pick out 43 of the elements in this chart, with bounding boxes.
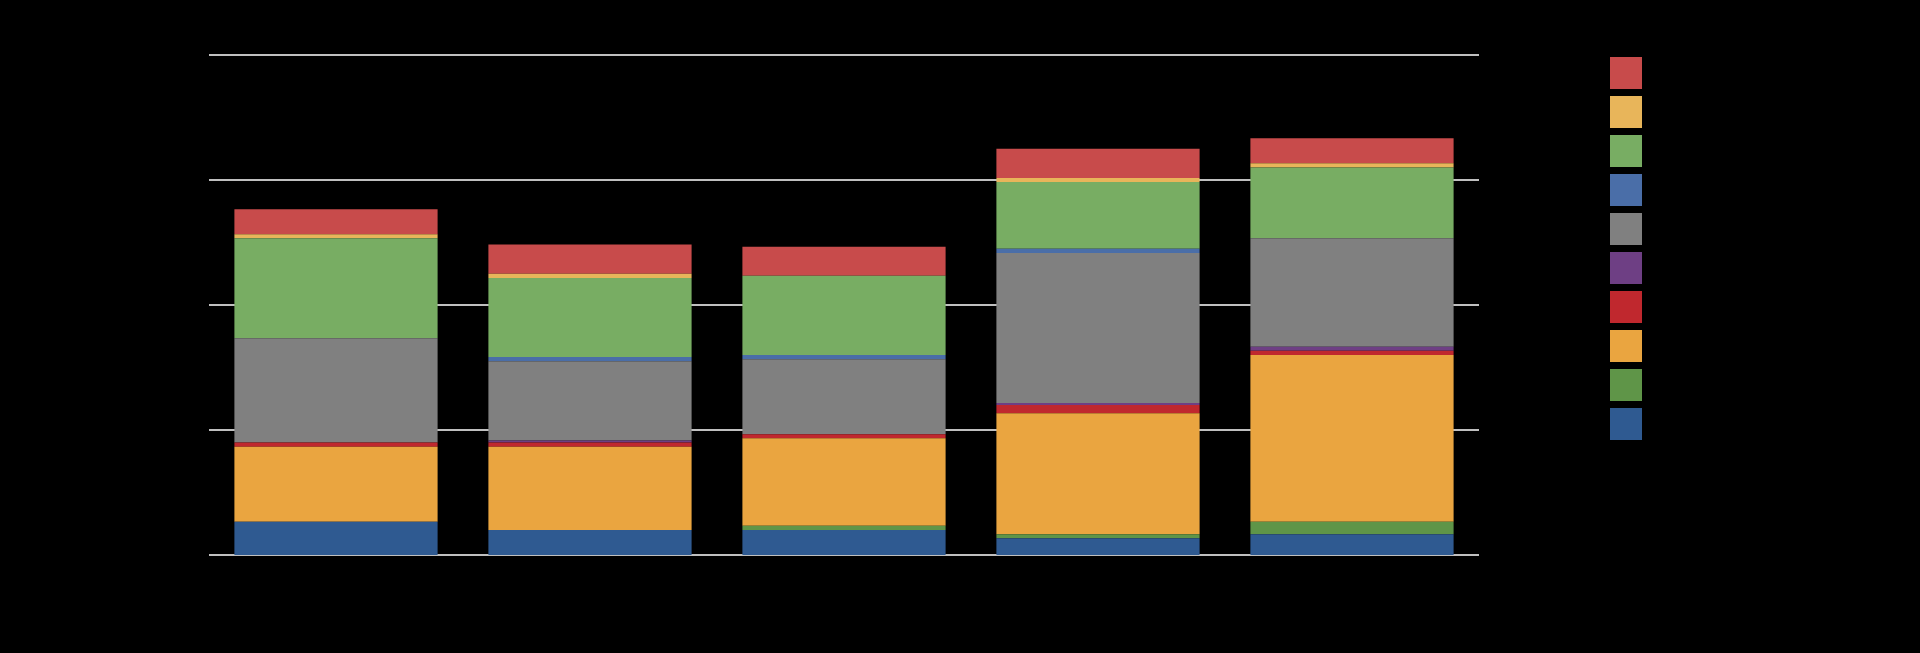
bar: [996, 402, 1200, 405]
bar: [488, 442, 692, 447]
bar: [234, 234, 438, 239]
bar: [1250, 346, 1454, 351]
bar: [742, 438, 946, 526]
bar: [234, 521, 438, 555]
bar: [488, 361, 692, 441]
bar: [488, 446, 692, 530]
bar: [1250, 355, 1454, 522]
bar: [488, 244, 692, 274]
bar: [1250, 238, 1454, 347]
bar: [996, 538, 1200, 555]
bar: [488, 277, 692, 358]
bar: [1250, 163, 1454, 168]
bar: [234, 446, 438, 522]
bar: [234, 442, 438, 447]
bar: [234, 338, 438, 443]
bar: [996, 148, 1200, 178]
bar: [1250, 350, 1454, 355]
bar: [742, 525, 946, 530]
bar: [742, 246, 946, 276]
bar: [488, 273, 692, 278]
bar: [996, 534, 1200, 539]
bar: [996, 177, 1200, 183]
bar: [1250, 167, 1454, 239]
bar: [996, 405, 1200, 414]
bar: [996, 182, 1200, 249]
bar: [488, 440, 692, 443]
bar: [742, 434, 946, 439]
bar: [234, 238, 438, 339]
bar: [234, 209, 438, 235]
bar: [742, 275, 946, 355]
bar: [488, 357, 692, 362]
bar: [1250, 534, 1454, 555]
bar: [1250, 521, 1454, 535]
bar: [996, 413, 1200, 535]
bar: [742, 355, 946, 360]
bar: [488, 530, 692, 555]
bar: [742, 530, 946, 555]
bar: [996, 252, 1200, 403]
bar: [1250, 138, 1454, 164]
bar: [996, 248, 1200, 253]
bar: [742, 359, 946, 435]
